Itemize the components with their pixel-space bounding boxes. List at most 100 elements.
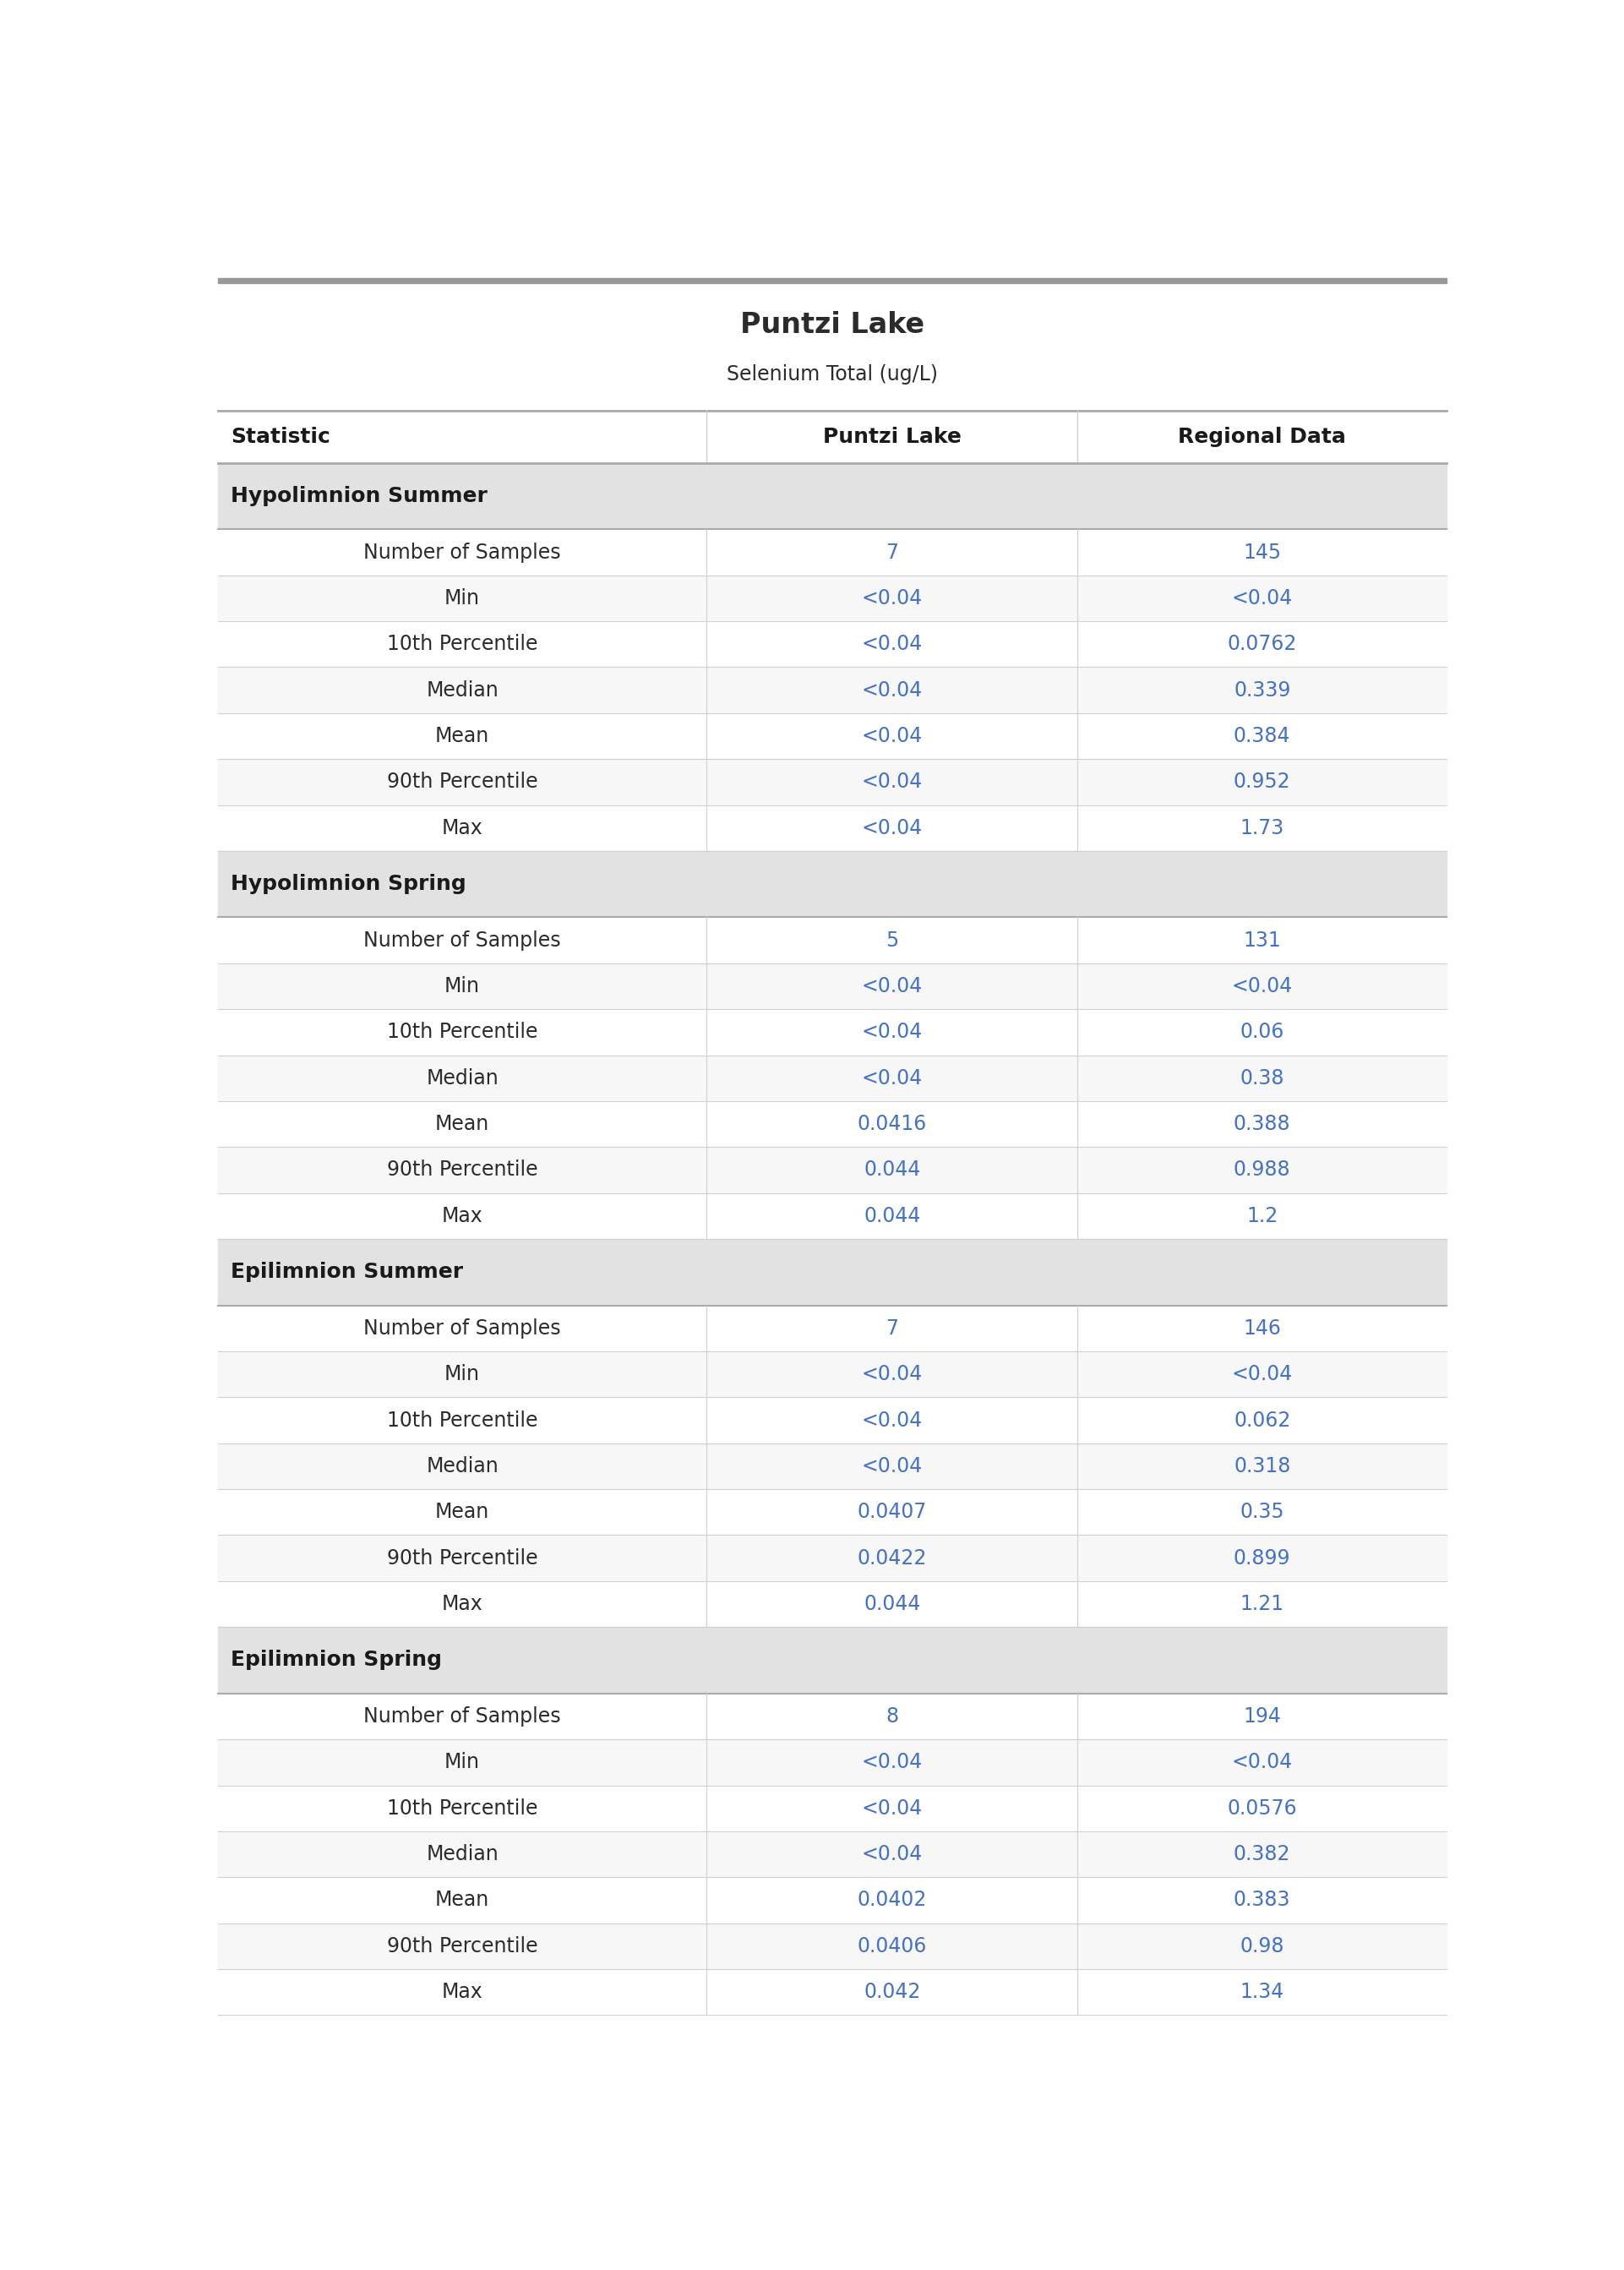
Text: Max: Max (442, 1982, 482, 2002)
Bar (218, 622, 1447, 667)
Text: 90th Percentile: 90th Percentile (387, 1160, 538, 1180)
Text: 5: 5 (885, 931, 898, 951)
Text: Median: Median (425, 1069, 499, 1087)
Text: 7: 7 (885, 1319, 898, 1339)
Text: <0.04: <0.04 (862, 1069, 922, 1087)
Text: 0.988: 0.988 (1234, 1160, 1291, 1180)
Text: 7: 7 (885, 543, 898, 563)
Text: 146: 146 (1242, 1319, 1281, 1339)
Text: 0.044: 0.044 (864, 1205, 921, 1226)
Bar (218, 1693, 1447, 1739)
Text: 0.0406: 0.0406 (857, 1936, 927, 1957)
Bar (218, 1784, 1447, 1832)
Text: Mean: Mean (435, 1115, 489, 1135)
Text: <0.04: <0.04 (862, 1410, 922, 1430)
Bar (218, 1739, 1447, 1784)
Text: <0.04: <0.04 (862, 1455, 922, 1476)
Text: 8: 8 (885, 1707, 898, 1727)
Text: Mean: Mean (435, 726, 489, 747)
Bar (218, 806, 1447, 851)
Bar (218, 1194, 1447, 1239)
Text: 0.339: 0.339 (1234, 681, 1291, 699)
Text: 0.388: 0.388 (1234, 1115, 1291, 1135)
Text: 90th Percentile: 90th Percentile (387, 772, 538, 792)
Text: <0.04: <0.04 (862, 1022, 922, 1042)
Text: <0.04: <0.04 (862, 1843, 922, 1864)
Text: 0.384: 0.384 (1234, 726, 1291, 747)
Bar (218, 1489, 1447, 1535)
Bar (218, 851, 1447, 917)
Bar (218, 1101, 1447, 1146)
Text: <0.04: <0.04 (1231, 1364, 1293, 1385)
Bar (218, 463, 1447, 529)
Text: Statistic: Statistic (231, 427, 330, 447)
Text: <0.04: <0.04 (862, 1364, 922, 1385)
Bar (218, 1239, 1447, 1305)
Text: 0.042: 0.042 (864, 1982, 921, 2002)
Text: Max: Max (442, 1594, 482, 1614)
Text: 0.044: 0.044 (864, 1160, 921, 1180)
Bar (218, 1535, 1447, 1582)
Text: Selenium Total (ug/L): Selenium Total (ug/L) (726, 365, 939, 386)
Bar (218, 667, 1447, 713)
Text: Hypolimnion Spring: Hypolimnion Spring (231, 874, 466, 894)
Text: 90th Percentile: 90th Percentile (387, 1548, 538, 1569)
Text: Puntzi Lake: Puntzi Lake (823, 427, 961, 447)
Text: Epilimnion Summer: Epilimnion Summer (231, 1262, 463, 1283)
Text: Max: Max (442, 817, 482, 838)
Text: Number of Samples: Number of Samples (364, 543, 560, 563)
Text: Median: Median (425, 681, 499, 699)
Bar (218, 1056, 1447, 1101)
Text: 0.383: 0.383 (1234, 1891, 1291, 1911)
Text: 10th Percentile: 10th Percentile (387, 1798, 538, 1818)
Bar (218, 1146, 1447, 1194)
Bar (218, 962, 1447, 1010)
Text: 0.0576: 0.0576 (1228, 1798, 1298, 1818)
Text: <0.04: <0.04 (862, 633, 922, 654)
Text: 0.062: 0.062 (1234, 1410, 1291, 1430)
Text: 0.06: 0.06 (1241, 1022, 1285, 1042)
Bar (218, 1832, 1447, 1877)
Text: <0.04: <0.04 (862, 817, 922, 838)
Bar (218, 1398, 1447, 1444)
Bar (218, 1305, 1447, 1351)
Text: <0.04: <0.04 (1231, 588, 1293, 608)
Text: Regional Data: Regional Data (1177, 427, 1346, 447)
Text: Puntzi Lake: Puntzi Lake (741, 311, 924, 338)
Text: Min: Min (445, 1364, 481, 1385)
Text: Median: Median (425, 1455, 499, 1476)
Text: 1.34: 1.34 (1241, 1982, 1285, 2002)
Bar (218, 1582, 1447, 1628)
Bar (218, 1351, 1447, 1398)
Text: Max: Max (442, 1205, 482, 1226)
Text: 0.98: 0.98 (1241, 1936, 1285, 1957)
Text: 10th Percentile: 10th Percentile (387, 1410, 538, 1430)
Text: 0.0762: 0.0762 (1228, 633, 1298, 654)
Bar (218, 1923, 1447, 1968)
Text: 0.0416: 0.0416 (857, 1115, 927, 1135)
Text: 131: 131 (1244, 931, 1281, 951)
Bar (218, 758, 1447, 806)
Bar (218, 1010, 1447, 1056)
Text: Min: Min (445, 976, 481, 997)
Text: Median: Median (425, 1843, 499, 1864)
Text: <0.04: <0.04 (862, 681, 922, 699)
Text: <0.04: <0.04 (1231, 976, 1293, 997)
Bar (218, 574, 1447, 622)
Bar (218, 713, 1447, 758)
Text: 194: 194 (1242, 1707, 1281, 1727)
Text: <0.04: <0.04 (862, 1798, 922, 1818)
Text: 0.35: 0.35 (1239, 1503, 1285, 1523)
Bar (218, 529, 1447, 574)
Text: Epilimnion Spring: Epilimnion Spring (231, 1650, 442, 1671)
Bar (218, 277, 1447, 284)
Text: 1.2: 1.2 (1246, 1205, 1278, 1226)
Text: <0.04: <0.04 (862, 772, 922, 792)
Text: Number of Samples: Number of Samples (364, 931, 560, 951)
Text: <0.04: <0.04 (862, 976, 922, 997)
Text: 0.952: 0.952 (1234, 772, 1291, 792)
Text: <0.04: <0.04 (1231, 1752, 1293, 1773)
Text: 145: 145 (1242, 543, 1281, 563)
Bar (218, 1444, 1447, 1489)
Bar (218, 1968, 1447, 2016)
